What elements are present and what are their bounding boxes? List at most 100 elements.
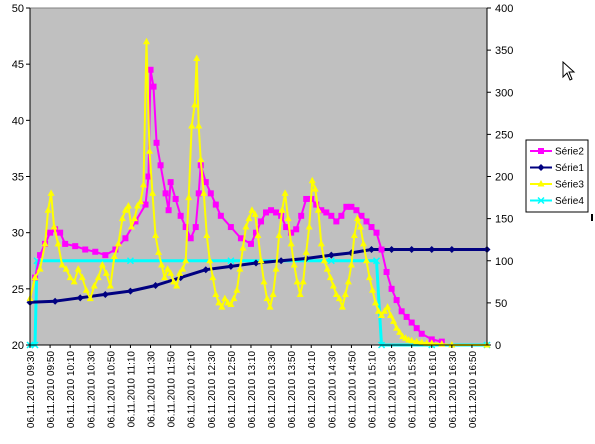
data-point	[90, 282, 98, 289]
data-point	[348, 203, 355, 210]
x-tick-label: 06.11.2010 14:30	[327, 351, 338, 429]
left-tick-label: 20	[12, 340, 24, 352]
data-point	[176, 269, 184, 276]
data-point	[293, 277, 301, 285]
data-point	[358, 212, 365, 219]
data-point	[37, 252, 44, 259]
data-point	[165, 207, 172, 214]
data-point	[127, 223, 135, 230]
data-point	[76, 294, 84, 302]
data-point	[227, 224, 234, 231]
data-point	[78, 273, 86, 281]
data-point	[172, 195, 179, 202]
data-point	[273, 209, 280, 216]
legend-marker	[538, 148, 544, 154]
data-point	[372, 257, 381, 265]
data-point	[283, 224, 290, 231]
data-point	[98, 260, 106, 268]
data-point	[212, 201, 219, 208]
data-point	[303, 195, 310, 202]
data-point	[378, 311, 386, 319]
data-point	[257, 256, 265, 264]
data-point	[403, 313, 410, 320]
data-point	[54, 239, 62, 247]
data-point	[164, 265, 172, 272]
right-tick-label: 100	[495, 256, 513, 268]
data-point	[413, 325, 420, 332]
data-point	[155, 248, 163, 255]
data-point	[287, 239, 295, 247]
data-point	[398, 308, 405, 315]
right-tick-label: 250	[495, 129, 513, 141]
data-point	[146, 147, 154, 154]
data-point	[230, 294, 238, 302]
right-tick-label: 150	[495, 214, 513, 226]
data-point	[428, 246, 436, 254]
data-point	[298, 212, 305, 219]
data-point	[218, 303, 226, 310]
mouse-cursor-icon	[562, 61, 576, 81]
data-point	[94, 273, 102, 281]
data-point	[311, 185, 319, 192]
data-point	[139, 180, 147, 188]
data-point	[118, 214, 126, 222]
data-point	[388, 246, 396, 254]
x-tick-label: 06.11.2010 10:30	[86, 351, 97, 429]
data-point	[161, 273, 169, 281]
data-point	[252, 229, 259, 236]
data-point	[251, 210, 259, 217]
data-point	[278, 206, 286, 213]
data-point	[338, 303, 346, 310]
x-tick-label: 06.11.2010 14:50	[347, 351, 358, 429]
data-point	[237, 235, 244, 242]
x-tick-label: 06.11.2010 09:30	[26, 351, 37, 429]
data-point	[327, 251, 335, 259]
data-point	[170, 277, 178, 285]
data-point	[296, 290, 304, 297]
data-point	[375, 307, 383, 314]
data-point	[47, 189, 55, 196]
data-point	[363, 218, 370, 225]
data-point	[233, 286, 241, 293]
data-point	[305, 223, 313, 230]
data-point	[328, 212, 335, 219]
data-point	[245, 214, 253, 222]
data-point	[314, 206, 322, 213]
data-point	[187, 235, 194, 242]
data-point	[418, 338, 426, 345]
data-point	[356, 223, 364, 230]
data-point	[368, 286, 376, 293]
legend-item: Série1	[530, 163, 584, 174]
data-point	[275, 231, 283, 238]
data-point	[408, 246, 416, 254]
right-tick-label: 50	[495, 298, 507, 310]
data-point	[263, 209, 270, 216]
x-tick-label: 06.11.2010 15:50	[408, 351, 419, 429]
data-point	[206, 256, 214, 264]
data-point	[323, 265, 331, 272]
data-point	[367, 246, 375, 254]
data-point	[121, 206, 129, 213]
data-point	[62, 240, 69, 247]
data-point	[157, 162, 164, 169]
data-point	[353, 207, 360, 214]
x-tick-label: 06.11.2010 13:50	[287, 351, 298, 429]
legend-label: Série2	[555, 147, 584, 158]
data-point	[269, 290, 277, 297]
x-tick-label: 06.11.2010 16:10	[428, 351, 439, 429]
legend-label: Série4	[555, 196, 584, 207]
data-point	[338, 212, 345, 219]
data-point	[112, 246, 119, 253]
data-point	[299, 277, 307, 285]
data-point	[393, 297, 400, 304]
data-point	[365, 273, 373, 281]
data-point	[448, 246, 456, 254]
data-point	[44, 206, 52, 213]
data-point	[66, 273, 74, 281]
x-tick-label: 06.11.2010 12:10	[187, 351, 198, 429]
data-point	[185, 193, 193, 201]
data-point	[36, 265, 44, 272]
data-point	[191, 100, 199, 108]
x-tick-label: 06.11.2010 11:50	[167, 351, 178, 428]
